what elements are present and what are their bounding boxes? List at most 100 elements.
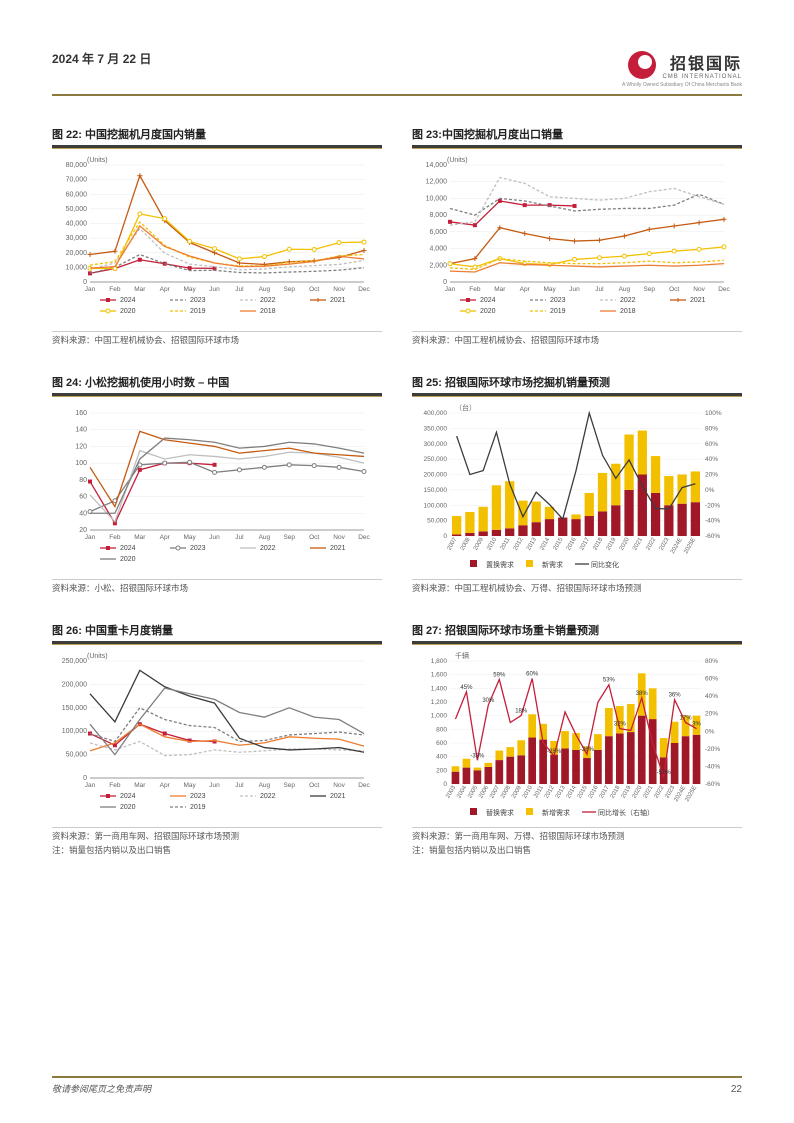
svg-text:Aug: Aug [259, 286, 271, 293]
svg-text:40,000: 40,000 [66, 221, 88, 228]
footer-rule [52, 1076, 742, 1078]
svg-text:(Units): (Units) [87, 157, 108, 164]
fig24-source: 资料来源：小松、招银国际环球市场 [52, 583, 382, 594]
svg-text:80%: 80% [705, 658, 718, 665]
svg-text:2008: 2008 [460, 536, 472, 551]
svg-text:Feb: Feb [109, 286, 121, 293]
fig24-chart: 20406080100120140160JanFebMarAprMayJunJu… [52, 401, 372, 576]
svg-text:Nov: Nov [693, 286, 705, 293]
svg-text:-52%: -52% [657, 770, 672, 776]
svg-text:2021: 2021 [330, 297, 346, 304]
svg-text:59%: 59% [493, 673, 506, 679]
page-number: 22 [731, 1084, 742, 1095]
svg-text:0: 0 [83, 775, 87, 782]
svg-text:80%: 80% [705, 425, 718, 432]
svg-text:Nov: Nov [333, 286, 345, 293]
svg-text:Aug: Aug [259, 782, 271, 789]
svg-text:Sep: Sep [283, 534, 295, 541]
figure-24: 图 24: 小松挖掘机使用小时数 – 中国 204060801001201401… [52, 374, 382, 594]
svg-text:-40%: -40% [705, 764, 720, 771]
svg-text:80,000: 80,000 [66, 162, 88, 169]
logo-icon [628, 51, 656, 79]
svg-text:2023: 2023 [190, 297, 206, 304]
svg-text:置换需求: 置换需求 [486, 560, 514, 569]
svg-text:2,000: 2,000 [429, 262, 447, 269]
svg-text:200: 200 [436, 767, 447, 774]
svg-text:800: 800 [436, 726, 447, 733]
svg-text:2023: 2023 [659, 536, 671, 551]
svg-text:Oct: Oct [309, 782, 319, 789]
logo-subtitle: A Wholly Owned Subsidiary Of China Merch… [622, 82, 742, 88]
fig24-title: 图 24: 小松挖掘机使用小时数 – 中国 [52, 374, 382, 390]
svg-text:60,000: 60,000 [66, 191, 88, 198]
svg-text:60: 60 [79, 494, 87, 501]
svg-text:2022: 2022 [260, 545, 276, 552]
svg-text:150,000: 150,000 [424, 487, 448, 494]
svg-text:2021: 2021 [632, 536, 644, 551]
svg-text:(Units): (Units) [87, 653, 108, 660]
svg-text:Dec: Dec [358, 534, 370, 541]
svg-text:0: 0 [83, 279, 87, 286]
svg-text:-20%: -20% [705, 746, 720, 753]
fig25-source: 资料来源：中国工程机械协会、万得、招银国际环球市场预测 [412, 583, 742, 594]
svg-text:2010: 2010 [486, 536, 498, 551]
svg-text:3%: 3% [692, 722, 701, 728]
svg-text:160: 160 [75, 410, 87, 417]
svg-text:Feb: Feb [109, 534, 121, 541]
svg-text:May: May [183, 782, 196, 789]
svg-text:100: 100 [75, 460, 87, 467]
svg-text:2013: 2013 [526, 536, 538, 551]
svg-text:100,000: 100,000 [424, 502, 448, 509]
svg-text:10,000: 10,000 [426, 195, 448, 202]
svg-text:20%: 20% [705, 472, 718, 479]
fig27-note: 注：销量包括内销以及出口销售 [412, 845, 742, 856]
svg-text:6,000: 6,000 [429, 229, 447, 236]
svg-text:1,800: 1,800 [431, 658, 448, 665]
svg-text:Mar: Mar [494, 286, 506, 293]
svg-text:Feb: Feb [469, 286, 481, 293]
svg-text:Mar: Mar [134, 534, 146, 541]
svg-text:2025E: 2025E [683, 537, 697, 555]
fig23-title: 图 23:中国挖掘机月度出口销量 [412, 126, 742, 142]
svg-text:400,000: 400,000 [424, 410, 448, 417]
svg-text:200,000: 200,000 [424, 472, 448, 479]
fig26-chart: (Units)050,000100,000150,000200,000250,0… [52, 649, 372, 824]
svg-text:50,000: 50,000 [66, 206, 88, 213]
svg-text:2018: 2018 [592, 536, 604, 551]
svg-text:Jul: Jul [235, 782, 244, 789]
svg-text:2020: 2020 [120, 308, 136, 315]
svg-text:Jun: Jun [209, 534, 220, 541]
fig27-source: 资料来源：第一商用车网、万得、招银国际环球市场预测 [412, 831, 742, 842]
svg-text:0%: 0% [705, 487, 715, 494]
svg-text:Jan: Jan [85, 286, 96, 293]
svg-text:(Units): (Units) [447, 157, 468, 164]
svg-text:200,000: 200,000 [62, 681, 87, 688]
svg-text:2020: 2020 [120, 804, 136, 811]
fig22-title: 图 22: 中国挖掘机月度国内销量 [52, 126, 382, 142]
svg-text:250,000: 250,000 [424, 456, 448, 463]
svg-text:32%: 32% [614, 722, 627, 728]
svg-text:100,000: 100,000 [62, 728, 87, 735]
svg-text:May: May [183, 534, 196, 541]
svg-text:2022: 2022 [260, 793, 276, 800]
svg-text:17%: 17% [680, 716, 693, 722]
svg-text:Oct: Oct [309, 286, 319, 293]
svg-text:新增需求: 新增需求 [542, 808, 570, 817]
svg-text:Apr: Apr [520, 286, 531, 293]
fig26-title: 图 26: 中国重卡月度销量 [52, 622, 382, 638]
svg-text:10,000: 10,000 [66, 264, 88, 271]
svg-text:20,000: 20,000 [66, 250, 88, 257]
svg-text:2024: 2024 [120, 297, 136, 304]
svg-text:同比增长（右轴）: 同比增长（右轴） [598, 808, 654, 817]
fig27-title: 图 27: 招银国际环球市场重卡销量预测 [412, 622, 742, 638]
fig25-title: 图 25: 招银国际环球市场挖掘机销量预测 [412, 374, 742, 390]
svg-text:40%: 40% [705, 693, 718, 700]
svg-text:-20%: -20% [705, 502, 720, 509]
svg-text:20%: 20% [705, 711, 718, 718]
svg-text:2024: 2024 [120, 545, 136, 552]
fig26-note: 注：销量包括内销以及出口销售 [52, 845, 382, 856]
svg-text:2019: 2019 [550, 308, 566, 315]
svg-text:Jul: Jul [235, 286, 244, 293]
svg-text:Nov: Nov [333, 782, 345, 789]
svg-text:1,600: 1,600 [431, 672, 448, 679]
